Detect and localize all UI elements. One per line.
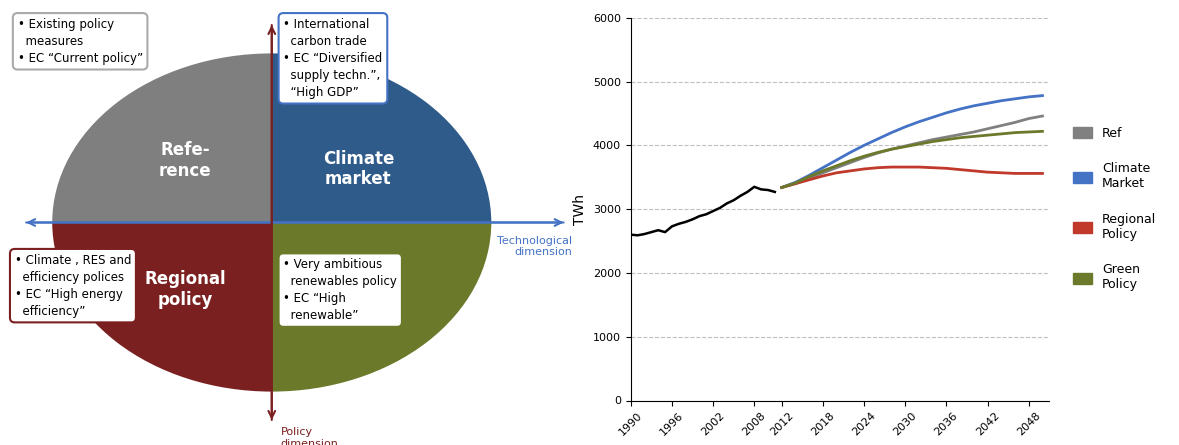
- Wedge shape: [52, 222, 272, 392]
- Wedge shape: [272, 53, 492, 222]
- Text: Regional
policy: Regional policy: [144, 270, 226, 309]
- Text: Refe-
rence: Refe- rence: [159, 141, 211, 180]
- Text: Technological
dimension: Technological dimension: [498, 236, 572, 258]
- Text: • Very ambitious
  renewables policy
• EC “High
  renewable”: • Very ambitious renewables policy • EC …: [283, 258, 397, 322]
- Text: • Climate , RES and
  efficiency polices
• EC “High energy
  efficiency”: • Climate , RES and efficiency polices •…: [14, 254, 131, 318]
- Text: Climate
market: Climate market: [323, 150, 394, 189]
- Wedge shape: [52, 53, 272, 222]
- Legend: Ref, Climate
Market, Regional
Policy, Green
Policy: Ref, Climate Market, Regional Policy, Gr…: [1068, 122, 1161, 296]
- Text: • Existing policy
  measures
• EC “Current policy”: • Existing policy measures • EC “Current…: [18, 18, 143, 65]
- Y-axis label: TWh: TWh: [573, 194, 587, 225]
- Text: Policy
dimension: Policy dimension: [281, 427, 338, 445]
- Text: Green
policy: Green policy: [330, 270, 387, 309]
- Text: • International
  carbon trade
• EC “Diversified
  supply techn.”,
  “High GDP”: • International carbon trade • EC “Diver…: [283, 18, 382, 99]
- Wedge shape: [271, 222, 492, 392]
